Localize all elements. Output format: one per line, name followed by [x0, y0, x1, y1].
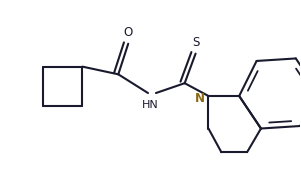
Text: O: O — [124, 26, 133, 39]
Text: HN: HN — [142, 100, 158, 110]
Text: S: S — [192, 36, 199, 49]
Text: N: N — [194, 92, 204, 105]
